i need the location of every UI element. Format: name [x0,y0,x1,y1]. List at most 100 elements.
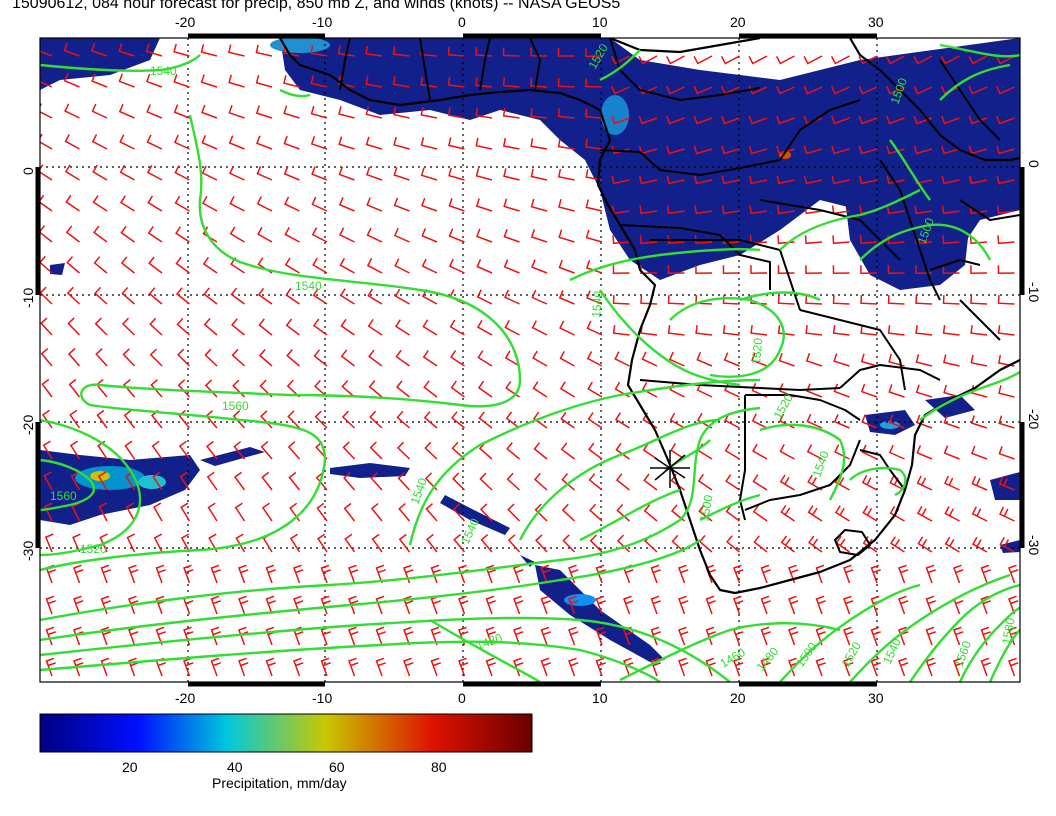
wind-barb [422,319,438,336]
wind-barb [208,533,218,553]
wind-barb [232,379,246,398]
wind-barb [980,564,991,584]
wind-barb [375,564,386,584]
wind-barb [562,534,576,553]
wind-barb [91,134,108,150]
height-contours [40,43,1020,682]
wind-barb [95,348,108,367]
wind-barb [733,595,744,615]
wind-barb [45,626,56,646]
wind-barb [803,55,823,65]
contour-label: 1540 [295,279,322,293]
wind-barb [63,42,80,57]
wind-barb [760,657,771,677]
wind-barb [650,564,661,584]
wind-barb [748,145,768,155]
contour-label: 1500 [697,493,715,522]
wind-barb [753,535,768,553]
wind-barb [42,440,53,460]
wind-barb [421,197,438,212]
wind-barb [120,256,135,274]
wind-barb [68,378,81,398]
wind-barb [64,103,80,119]
wind-barb [733,626,744,646]
wind-barb [752,443,768,460]
wind-barb [943,354,960,367]
wind-barb [395,349,410,367]
wind-barb [678,626,689,646]
wind-barb [312,288,328,305]
wind-barb [643,504,658,522]
wind-barb [861,444,878,460]
wind-barb [504,289,520,305]
wind-barb [201,135,218,150]
wind-barb [858,115,878,125]
lon-tick-label: 30 [868,14,884,30]
wind-barb [100,657,111,677]
wind-barb [671,534,685,553]
wind-barb [284,227,300,243]
wind-barb [733,564,744,584]
wind-barb [650,626,661,646]
wind-barb [339,288,355,305]
wind-barb [90,42,108,57]
wind-barb [44,502,53,522]
wind-barb [502,137,520,150]
bottom-lon-labels: -20 -10 0 10 20 30 [175,690,884,706]
wind-barb [540,657,551,677]
wind-barb [885,55,905,65]
wind-barb [313,349,328,367]
wind-barb [183,564,194,584]
wind-barb [348,595,359,615]
wind-barb [722,265,740,274]
colorbar-title: Precipitation, mm/day [212,775,347,791]
wind-barb [968,85,988,95]
lat-tick-label: -30 [20,541,36,561]
wind-barb [312,257,328,274]
wind-barb [155,564,166,584]
wind-barb [612,235,630,245]
wind-barb [206,471,218,491]
wind-barb [705,595,716,615]
wind-barb [916,505,933,522]
wind-barb [639,205,658,215]
wind-barb [997,265,1015,274]
wind-barb [535,534,548,553]
wind-barb [694,205,713,215]
lon-tick-label: -10 [312,690,332,706]
location-marker-icon [650,450,690,488]
wind-barb [721,145,740,155]
wind-barb [426,533,438,553]
wind-barb [748,85,768,95]
wind-barb [183,657,194,677]
wind-barb [447,107,465,119]
wind-barb [698,535,713,553]
wind-barb [531,259,548,274]
wind-barb [430,564,441,584]
wind-barb [204,348,218,367]
wind-barb [119,134,135,150]
wind-barb [925,564,936,584]
wind-barb [860,325,878,336]
wind-barb [203,318,218,336]
contour-label: 1520 [80,542,107,556]
wind-barb [234,502,246,522]
lat-tick-label: -20 [1026,409,1042,429]
wind-barb [612,295,630,305]
wind-barb [559,350,575,367]
wind-barb [448,197,465,212]
lon-tick-label: -20 [175,690,195,706]
wind-barb [310,136,328,150]
lon-tick-label: -20 [175,14,195,30]
wind-barb [485,626,496,646]
wind-barb [430,626,441,646]
wind-barb [476,228,493,243]
wind-barb [780,535,795,553]
wind-barb [666,175,685,185]
wind-barb [124,440,136,460]
wind-barb [425,503,438,522]
wind-barb [915,354,933,367]
wind-barb [805,265,823,274]
wind-barb [430,595,441,615]
wind-barb [398,533,411,553]
